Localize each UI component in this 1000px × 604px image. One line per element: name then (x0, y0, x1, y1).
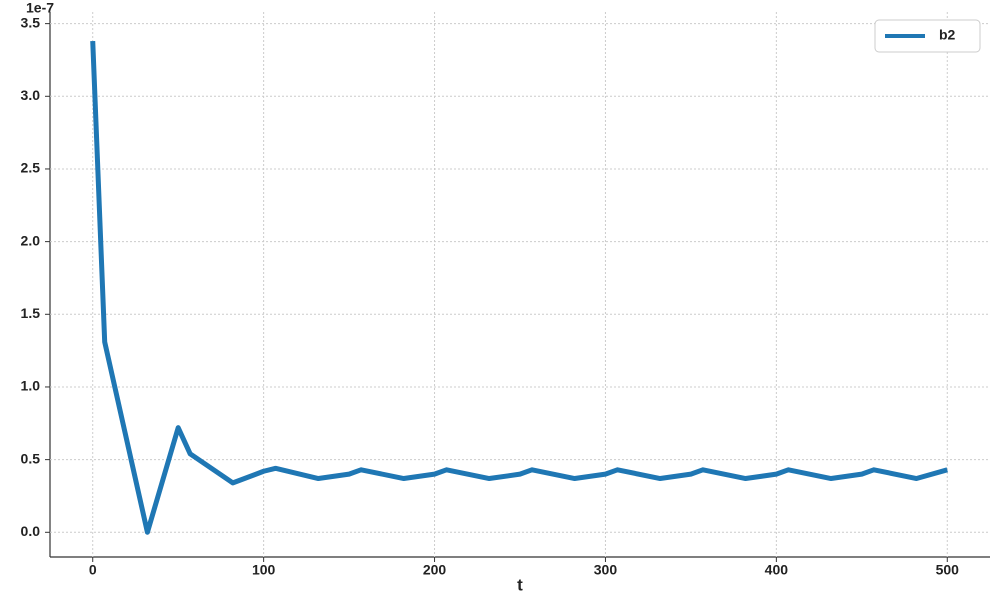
y-offset-label: 1e-7 (26, 0, 54, 16)
x-tick-label: 400 (765, 562, 789, 578)
y-tick-label: 2.5 (21, 160, 41, 176)
y-tick-label: 3.0 (21, 87, 41, 103)
y-tick-label: 1.5 (21, 305, 41, 321)
y-tick-label: 0.0 (21, 523, 41, 539)
x-tick-label: 0 (89, 562, 97, 578)
legend-box (874, 19, 981, 53)
data-line (90, 40, 948, 535)
y-tick-label: 0.5 (21, 450, 41, 466)
legend-label: b2 (939, 27, 956, 43)
x-tick-label: 100 (252, 562, 276, 578)
y-tick-label: 1.0 (21, 378, 41, 394)
y-tick-label: 3.5 (21, 14, 41, 30)
x-tick-label: 200 (423, 562, 447, 578)
x-tick-label: 500 (936, 562, 960, 578)
x-tick-label: 300 (594, 562, 618, 578)
x-axis-label: t (517, 575, 523, 594)
y-tick-label: 2.0 (21, 232, 41, 248)
